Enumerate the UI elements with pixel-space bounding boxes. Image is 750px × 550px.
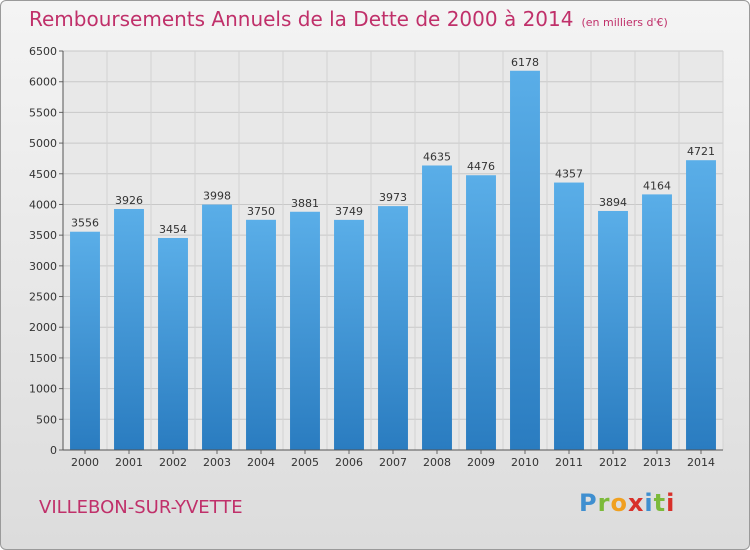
bar (114, 209, 144, 450)
bar (598, 210, 628, 450)
bar (466, 175, 496, 450)
bar (686, 160, 716, 450)
bar-value-label: 4357 (555, 168, 583, 181)
bar (334, 219, 364, 450)
x-tick-label: 2003 (203, 456, 231, 469)
x-tick-label: 2004 (247, 456, 275, 469)
bar-value-label: 4476 (467, 160, 495, 173)
bar-value-label: 3926 (115, 194, 143, 207)
bar-value-label: 4721 (687, 145, 715, 158)
bar-value-label: 3998 (203, 190, 231, 203)
bar-value-label: 3881 (291, 197, 319, 210)
chart-title: Remboursements Annuels de la Dette de 20… (29, 7, 668, 31)
bar (422, 165, 452, 451)
bar (378, 206, 408, 450)
y-tick-label: 3000 (29, 260, 57, 273)
y-tick-label: 5000 (29, 137, 57, 150)
y-tick-label: 6000 (29, 76, 57, 89)
y-tick-label: 0 (50, 444, 57, 457)
bar-value-label: 3973 (379, 191, 407, 204)
x-tick-label: 2008 (423, 456, 451, 469)
bar (554, 182, 584, 450)
x-tick-label: 2001 (115, 456, 143, 469)
x-tick-label: 2012 (599, 456, 627, 469)
x-tick-label: 2009 (467, 456, 495, 469)
bar-value-label: 3749 (335, 205, 363, 218)
y-tick-label: 3500 (29, 229, 57, 242)
bar-value-label: 3750 (247, 205, 275, 218)
x-tick-label: 2006 (335, 456, 363, 469)
bar-value-label: 3894 (599, 196, 627, 209)
bar-value-label: 6178 (511, 56, 539, 69)
bar-value-label: 4635 (423, 150, 451, 163)
bar (510, 70, 540, 451)
bar (158, 237, 188, 450)
y-tick-label: 4000 (29, 198, 57, 211)
y-tick-label: 4500 (29, 168, 57, 181)
commune-name: VILLEBON-SUR-YVETTE (39, 497, 243, 518)
bar (70, 231, 100, 450)
y-tick-label: 2500 (29, 291, 57, 304)
y-tick-label: 500 (36, 413, 57, 426)
y-tick-label: 1500 (29, 352, 57, 365)
x-tick-label: 2010 (511, 456, 539, 469)
bar-value-label: 3454 (159, 223, 187, 236)
x-tick-label: 2007 (379, 456, 407, 469)
bar (202, 204, 232, 450)
bar-value-label: 3556 (71, 217, 99, 230)
y-tick-label: 1000 (29, 383, 57, 396)
y-tick-label: 6500 (29, 45, 57, 58)
y-tick-label: 2000 (29, 321, 57, 334)
bar (246, 219, 276, 450)
x-tick-label: 2005 (291, 456, 319, 469)
x-tick-label: 2011 (555, 456, 583, 469)
x-tick-label: 2000 (71, 456, 99, 469)
bar (290, 211, 320, 450)
bar-value-label: 4164 (643, 179, 671, 192)
x-tick-label: 2002 (159, 456, 187, 469)
x-tick-label: 2014 (687, 456, 715, 469)
proxiti-logo: Proxiti (579, 489, 676, 517)
x-tick-label: 2013 (643, 456, 671, 469)
y-tick-label: 5500 (29, 106, 57, 119)
bar (642, 194, 672, 450)
chart-title-text: Remboursements Annuels de la Dette de 20… (29, 7, 574, 31)
chart-subtitle: (en milliers d'€) (581, 16, 668, 29)
